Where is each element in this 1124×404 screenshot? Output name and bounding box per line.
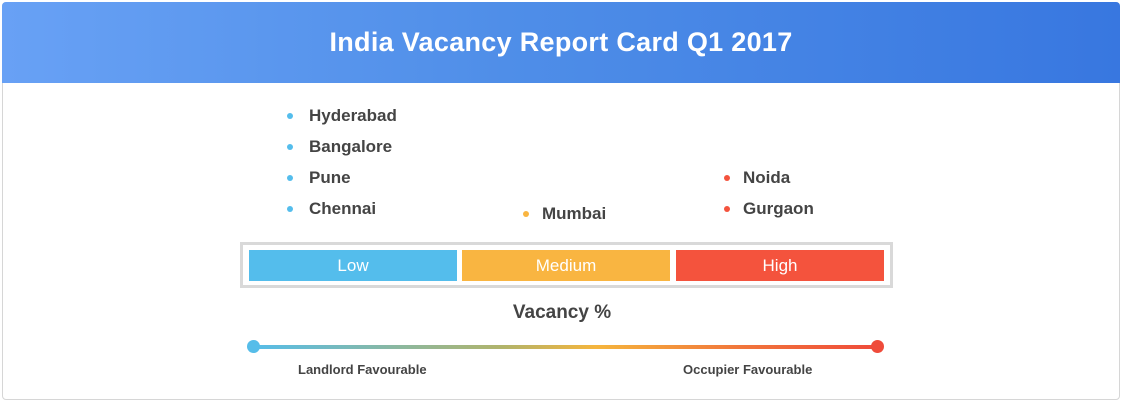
bullet-icon	[287, 113, 293, 119]
right-endpoint-dot	[871, 340, 884, 353]
scale-high: High	[676, 250, 884, 281]
list-item: Bangalore	[287, 137, 392, 157]
right-axis-label: Occupier Favourable	[683, 362, 813, 377]
bullet-icon	[287, 144, 293, 150]
left-endpoint-dot	[247, 340, 260, 353]
header-bar: India Vacancy Report Card Q1 2017	[2, 2, 1120, 83]
list-item: Chennai	[287, 199, 376, 219]
city-name: Gurgaon	[743, 199, 814, 218]
bullet-icon	[724, 206, 730, 212]
list-item: Mumbai	[523, 204, 606, 224]
city-name: Mumbai	[542, 204, 607, 223]
city-name: Bangalore	[309, 137, 393, 156]
page-title: India Vacancy Report Card Q1 2017	[329, 27, 793, 57]
scale-medium: Medium	[462, 250, 670, 281]
list-item: Gurgaon	[724, 199, 814, 219]
list-item: Hyderabad	[287, 106, 397, 126]
list-item: Pune	[287, 168, 351, 188]
vacancy-gradient-line	[253, 345, 877, 349]
bullet-icon	[287, 175, 293, 181]
bullet-icon	[724, 175, 730, 181]
left-axis-label: Landlord Favourable	[298, 362, 427, 377]
bullet-icon	[523, 211, 529, 217]
scale-low: Low	[249, 250, 457, 281]
list-item: Noida	[724, 168, 790, 188]
city-name: Hyderabad	[309, 106, 397, 125]
city-name: Chennai	[309, 199, 377, 218]
city-name: Pune	[309, 168, 351, 187]
scale-high-label: High	[762, 255, 798, 275]
axis-label: Vacancy %	[512, 302, 612, 323]
bullet-icon	[287, 206, 293, 212]
scale-low-label: Low	[337, 255, 369, 275]
city-name: Noida	[743, 168, 791, 187]
scale-medium-label: Medium	[535, 255, 597, 275]
